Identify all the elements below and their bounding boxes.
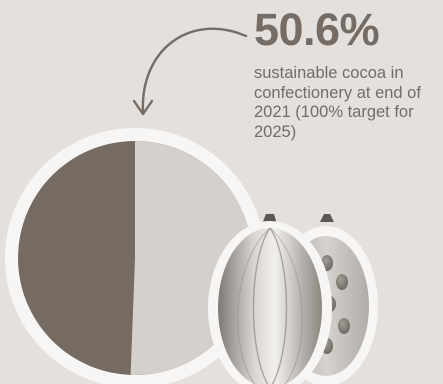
stat-value: 50.6% bbox=[254, 4, 380, 55]
cocoa-pod-icon bbox=[208, 214, 332, 384]
stat-description: sustainable cocoa in confectionery at en… bbox=[254, 64, 421, 141]
sustainable-cocoa-pie bbox=[5, 128, 265, 384]
curved-arrow-icon bbox=[132, 27, 248, 116]
